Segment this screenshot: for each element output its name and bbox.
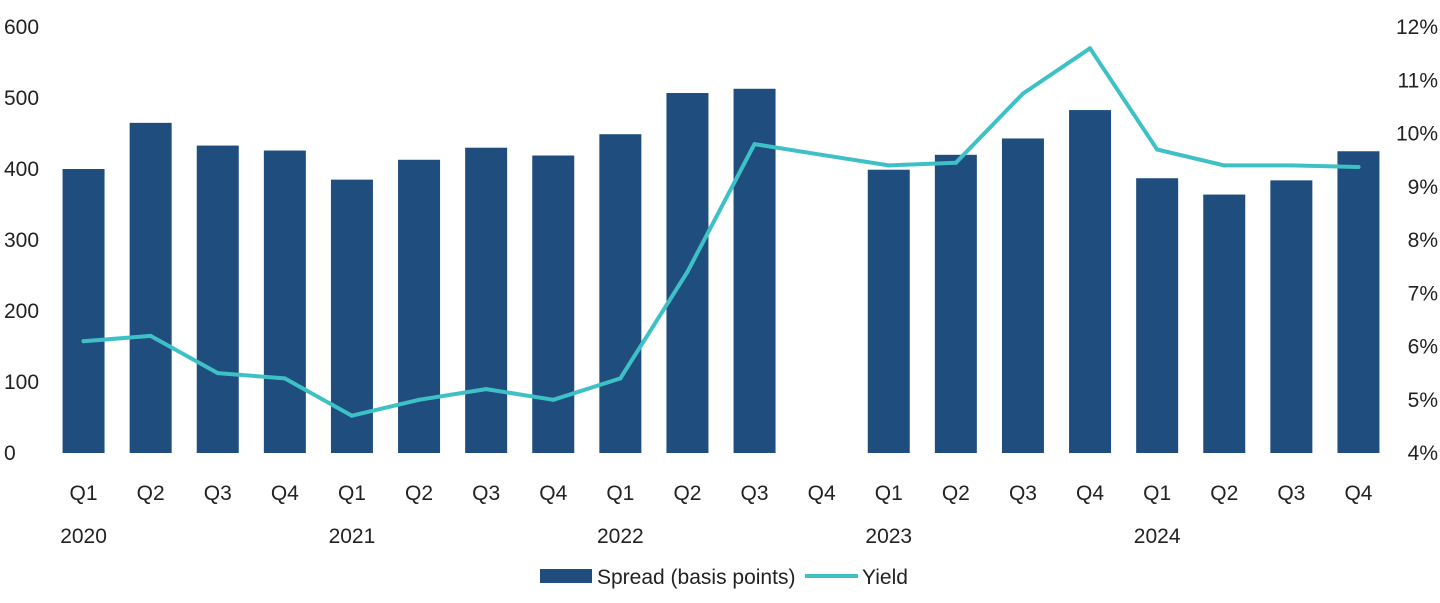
yield-line — [81, 46, 1361, 418]
yield-point — [886, 163, 891, 168]
x-axis-quarter-label: Q1 — [875, 482, 903, 505]
yield-point — [81, 339, 86, 344]
spread-bar — [1203, 194, 1246, 453]
x-axis-quarter-label: Q1 — [70, 482, 98, 505]
left-axis-tick-label: 300 — [4, 229, 39, 252]
yield-point — [618, 376, 623, 381]
spread-bar — [1069, 110, 1112, 453]
x-axis-year-label: 2020 — [60, 525, 107, 548]
left-axis-tick-label: 600 — [4, 16, 39, 39]
yield-point — [484, 387, 489, 392]
spread-bar — [733, 88, 776, 454]
spread-bar — [934, 154, 977, 454]
left-axis: 0 100 200 300 400 500 600 — [4, 16, 39, 465]
x-axis-year-label: 2024 — [1134, 525, 1181, 548]
yield-point — [752, 142, 757, 147]
x-axis-year-label: 2023 — [865, 525, 912, 548]
spread-bar — [196, 145, 239, 453]
yield-point — [685, 269, 690, 274]
x-axis-quarter-label: Q2 — [942, 482, 970, 505]
yield-point — [215, 371, 220, 376]
yield-point — [349, 413, 354, 418]
spread-bars — [62, 88, 1380, 454]
yield-point — [1289, 163, 1294, 168]
x-axis-quarter-label: Q2 — [1210, 482, 1238, 505]
right-axis-tick-label: 5% — [1408, 389, 1438, 412]
x-axis-quarter-label: Q1 — [1143, 482, 1171, 505]
right-axis-tick-label: 9% — [1408, 176, 1438, 199]
x-axis-quarter-label: Q3 — [204, 482, 232, 505]
x-axis-quarter-label: Q3 — [1009, 482, 1037, 505]
x-axis-quarter-label: Q1 — [338, 482, 366, 505]
right-axis-tick-label: 7% — [1408, 282, 1438, 305]
spread-bar — [532, 155, 575, 453]
yield-point — [282, 376, 287, 381]
yield-point — [417, 397, 422, 402]
spread-bar — [129, 122, 172, 453]
legend-label-spread: Spread (basis points) — [597, 566, 795, 589]
x-axis: Q1 Q2 Q3 Q4 Q1 Q2 Q3 Q4 Q1 Q2 Q3 Q4 Q1 Q2 Q3 Q4 Q1 Q2 Q3 Q4… — [60, 482, 1373, 548]
left-axis-tick-label: 100 — [4, 371, 39, 394]
right-axis-tick-label: 4% — [1408, 442, 1438, 465]
yield-point — [1155, 147, 1160, 152]
left-axis-tick-label: 500 — [4, 87, 39, 110]
x-axis-quarter-label: Q2 — [405, 482, 433, 505]
right-axis-tick-label: 8% — [1408, 229, 1438, 252]
left-axis-tick-label: 400 — [4, 158, 39, 181]
legend: Spread (basis points) Yield — [540, 566, 908, 589]
x-axis-year-label: 2021 — [329, 525, 376, 548]
x-axis-quarter-label: Q4 — [1344, 482, 1372, 505]
yield-point — [148, 333, 153, 338]
x-axis-quarter-label: Q4 — [539, 482, 567, 505]
spread-bar — [465, 147, 508, 453]
yield-point — [819, 152, 824, 157]
spread-bar — [1270, 180, 1313, 454]
x-axis-quarter-label: Q4 — [271, 482, 299, 505]
right-axis-tick-label: 11% — [1398, 69, 1438, 92]
yield-point — [1222, 163, 1227, 168]
yield-point — [1020, 91, 1025, 96]
spread-bar — [599, 134, 642, 453]
spread-bar — [1136, 178, 1179, 454]
right-axis-tick-label: 6% — [1408, 336, 1438, 359]
legend-bar-swatch — [540, 569, 592, 583]
spread-bar — [1337, 151, 1380, 453]
spread-bar — [263, 150, 306, 454]
spread-bar — [398, 159, 441, 453]
x-axis-quarter-label: Q4 — [808, 482, 836, 505]
right-axis: 4% 5% 6% 7% 8% 9% 10% 11% 12% — [1396, 16, 1438, 465]
right-axis-tick-label: 10% — [1396, 123, 1438, 146]
x-axis-quarter-label: Q2 — [137, 482, 165, 505]
x-axis-quarter-label: Q3 — [472, 482, 500, 505]
x-axis-year-label: 2022 — [597, 525, 644, 548]
yield-point — [551, 397, 556, 402]
right-axis-tick-label: 12% — [1396, 16, 1438, 39]
left-axis-tick-label: 200 — [4, 300, 39, 323]
yield-point — [953, 160, 958, 165]
yield-point — [1356, 165, 1361, 170]
spread-bar — [62, 169, 105, 453]
x-axis-quarter-label: Q3 — [1277, 482, 1305, 505]
x-axis-quarter-label: Q1 — [606, 482, 634, 505]
yield-line-group — [81, 46, 1361, 418]
spread-bar — [867, 169, 910, 453]
x-axis-quarter-label: Q2 — [673, 482, 701, 505]
x-axis-quarter-label: Q4 — [1076, 482, 1104, 505]
left-axis-tick-label: 0 — [4, 442, 16, 465]
x-axis-quarter-label: Q3 — [741, 482, 769, 505]
yield-point — [1088, 46, 1093, 51]
legend-label-yield: Yield — [862, 566, 908, 589]
spread-bar — [1001, 138, 1044, 453]
